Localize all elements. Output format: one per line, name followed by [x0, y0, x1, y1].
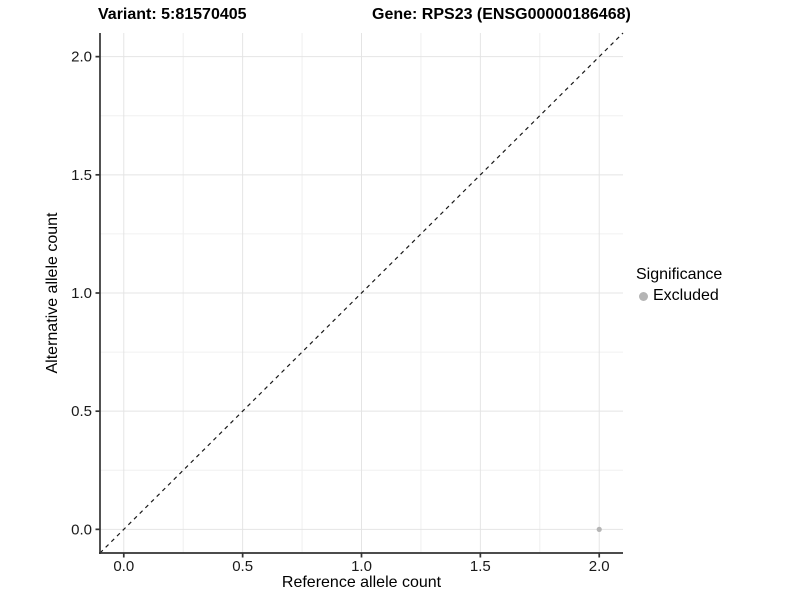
y-axis-title: Alternative allele count — [44, 212, 61, 374]
plot-title-variant: Variant: 5:81570405 — [98, 6, 247, 23]
legend-item-excluded: Excluded — [639, 287, 722, 305]
y-tick-label: 2.0 — [71, 49, 92, 66]
legend-item-label: Excluded — [653, 287, 719, 304]
identity-dashed-line — [99, 32, 624, 554]
excluded-dot-icon — [639, 291, 648, 301]
legend: Significance Excluded — [636, 266, 722, 305]
legend-title: Significance — [636, 266, 723, 283]
x-tick-label: 2.0 — [589, 558, 610, 575]
x-tick-label: 1.0 — [351, 558, 372, 575]
x-tick-label: 0.0 — [113, 558, 134, 575]
x-axis-title: Reference allele count — [281, 574, 442, 591]
data-point — [596, 526, 602, 532]
x-tick-label: 1.5 — [470, 558, 491, 575]
y-tick-label: 1.5 — [71, 167, 92, 184]
y-tick-label: 1.0 — [71, 285, 92, 302]
plot-title-gene: Gene: RPS23 (ENSG00000186468) — [372, 6, 631, 23]
y-tick-label: 0.0 — [71, 521, 92, 538]
y-tick-label: 0.5 — [71, 403, 92, 420]
x-tick-label: 0.5 — [232, 558, 253, 575]
